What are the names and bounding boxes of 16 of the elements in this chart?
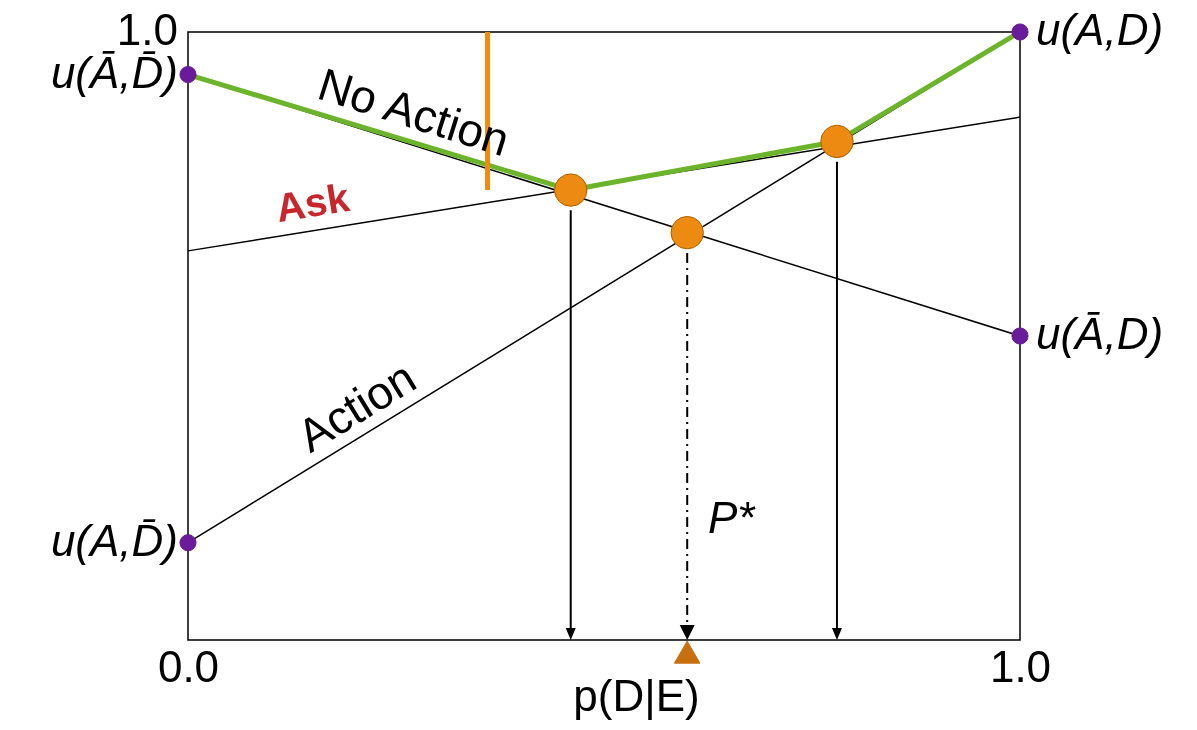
text: No Action [312, 57, 516, 167]
text: u(A,D̄) [50, 515, 178, 565]
x-axis-title: p(D|E) [573, 670, 700, 720]
text: u(Ā,D) [1036, 309, 1164, 358]
point [673, 640, 701, 664]
point [670, 215, 704, 250]
annotation: P* [708, 493, 757, 542]
text: Ask [272, 174, 353, 231]
point [820, 124, 854, 159]
text: u(A,D) [1036, 5, 1164, 54]
point [554, 173, 588, 207]
x-tick-label: 0.0 [157, 641, 220, 691]
point [1011, 23, 1029, 41]
point [179, 534, 197, 552]
point [179, 66, 197, 84]
point [1011, 327, 1029, 345]
